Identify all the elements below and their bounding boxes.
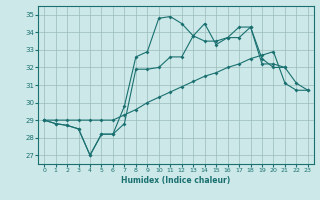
X-axis label: Humidex (Indice chaleur): Humidex (Indice chaleur) bbox=[121, 176, 231, 185]
